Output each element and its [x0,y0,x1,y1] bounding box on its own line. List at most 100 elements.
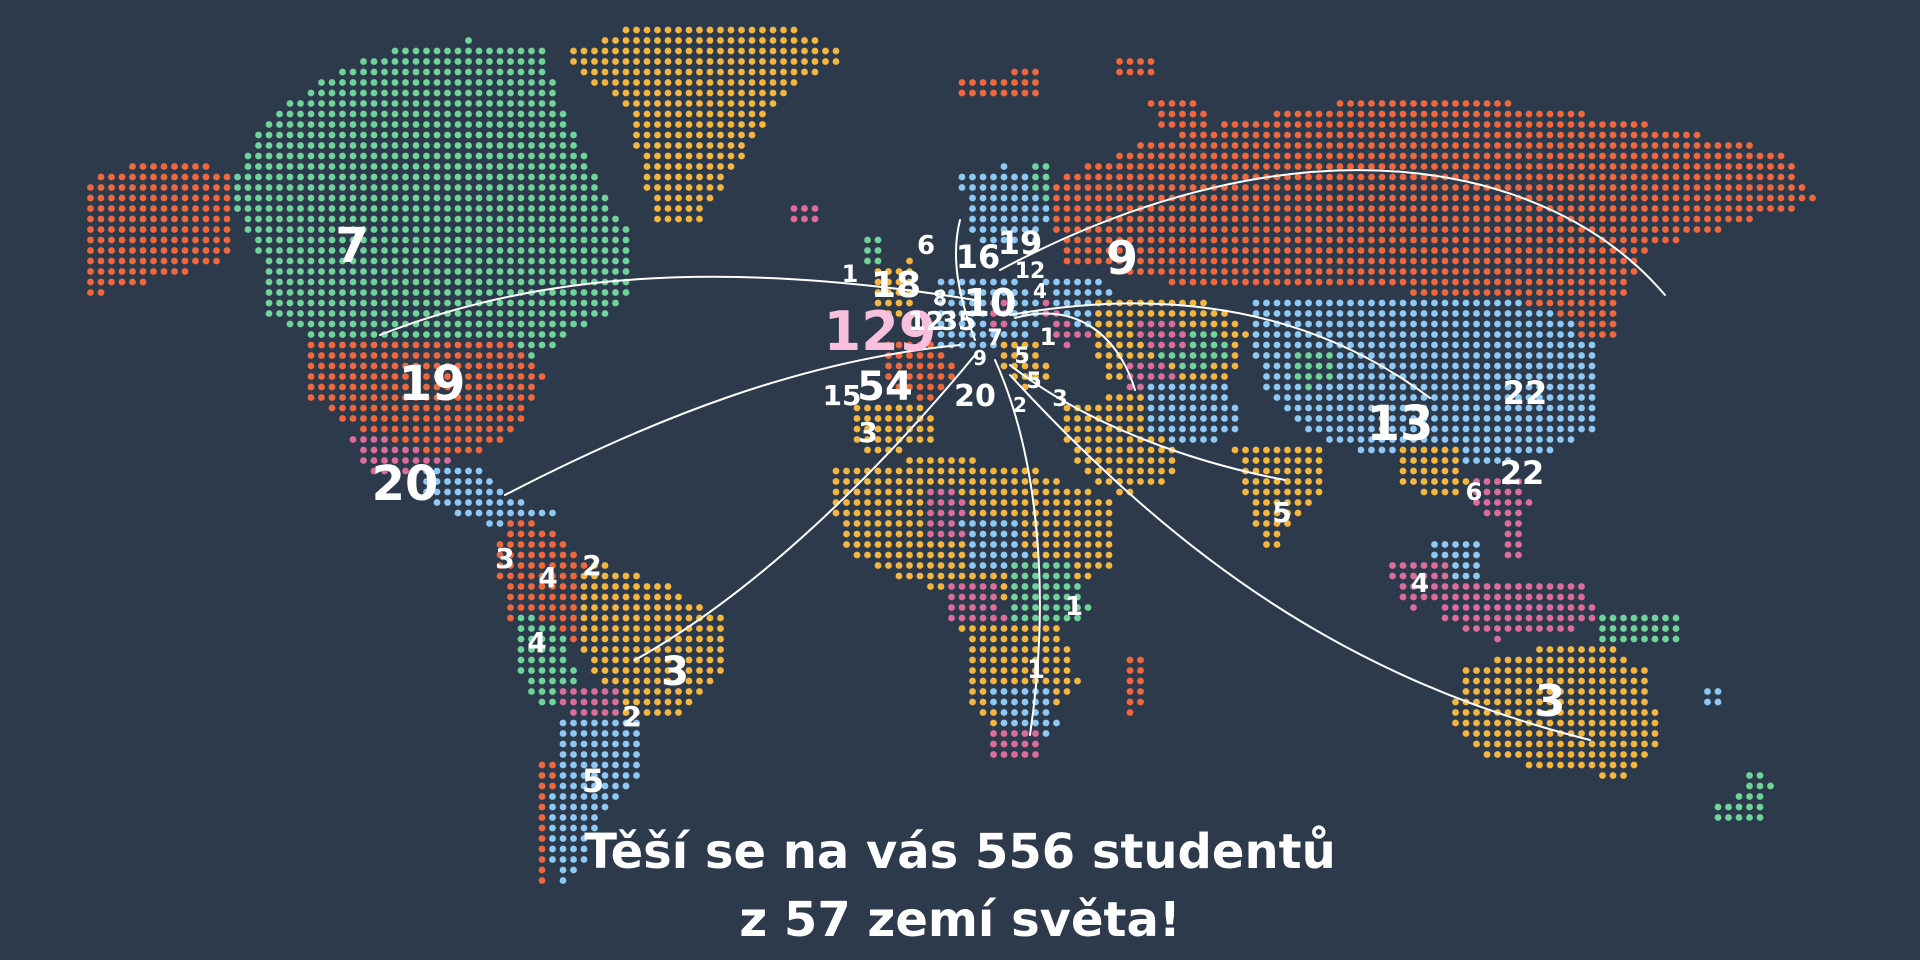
map-dot [1483,226,1491,233]
map-dot [559,656,567,664]
map-dot [1536,646,1543,653]
map-dot [706,100,714,107]
map-dot [696,79,703,86]
map-dot [1063,341,1071,349]
map-dot [1515,131,1522,139]
map-dot [1515,730,1522,737]
map-dot [129,194,136,202]
map-dot [391,362,399,370]
map-dot [570,698,577,706]
map-dot [937,383,945,391]
map-dot [391,163,399,170]
map-dot [1567,142,1575,149]
map-dot [1053,656,1060,664]
map-dot [1725,142,1732,149]
count-label: 5 [582,762,604,800]
map-dot [1410,163,1417,170]
map-dot [307,89,315,97]
map-dot [696,142,703,149]
map-dot [675,205,682,212]
map-dot [1473,677,1480,685]
map-dot [465,131,472,139]
map-dot [1546,761,1554,769]
map-dot [391,278,399,286]
map-dot [591,793,598,800]
map-dot [759,79,766,86]
map-dot [1336,152,1344,160]
map-dot [181,236,189,244]
map-dot [538,58,546,65]
map-dot [717,656,724,664]
map-dot [559,310,567,317]
map-dot [1000,499,1008,506]
map-dot [591,58,598,65]
map-dot [1641,152,1648,160]
map-dot [958,320,966,328]
map-dot [1357,163,1365,170]
map-dot [1746,782,1753,790]
map-dot [1074,415,1081,422]
map-dot [1021,709,1029,716]
map-dot [979,625,987,632]
map-dot [391,373,399,380]
map-dot [1305,310,1312,317]
map-dot [1210,404,1218,412]
map-dot [1357,268,1365,275]
map-dot [433,499,441,506]
map-dot [1137,142,1144,149]
map-dot [307,352,315,359]
map-dot [349,415,357,422]
map-dot [1567,226,1575,233]
map-dot [633,667,640,674]
map-dot [1557,583,1564,590]
map-dot [1357,436,1365,443]
map-dot [601,310,609,317]
map-dot [1011,625,1018,632]
map-dot [1441,488,1449,496]
map-dot [1641,709,1648,716]
map-dot [1357,194,1365,202]
map-dot [1105,446,1113,454]
map-dot [1651,709,1659,716]
map-dot [444,142,451,149]
caption-line-2: z 57 zemí světa! [739,892,1181,948]
map-dot [1389,257,1396,265]
map-dot [696,604,703,611]
map-dot [1315,446,1323,454]
map-dot [1021,236,1029,244]
map-dot [1294,394,1302,401]
map-dot [685,142,693,149]
map-dot [1788,163,1795,170]
map-dot [979,299,987,307]
map-dot [1546,709,1554,716]
count-label: 5 [1272,496,1291,529]
map-dot [1609,667,1617,674]
map-dot [1168,184,1176,191]
map-dot [885,268,892,275]
map-dot [160,163,168,170]
map-dot [549,131,556,139]
map-dot [580,761,588,769]
map-dot [1347,310,1354,317]
map-dot [1378,100,1386,107]
map-dot [1557,425,1564,433]
map-dot [706,184,714,191]
map-dot [1021,68,1029,76]
map-dot [990,341,997,349]
map-dot [1525,614,1533,622]
map-dot [601,625,609,632]
map-dot [1567,278,1575,286]
map-dot [1326,184,1333,191]
map-dot [570,740,577,748]
map-dot [1200,362,1207,370]
map-dot [1105,226,1113,233]
map-dot [1504,373,1512,380]
map-dot [370,142,378,149]
map-dot [412,268,420,275]
map-dot [412,215,420,223]
map-dot [1294,142,1302,149]
map-dot [286,320,294,328]
map-dot [528,625,535,632]
map-dot [1651,730,1659,737]
map-dot [1504,499,1512,506]
